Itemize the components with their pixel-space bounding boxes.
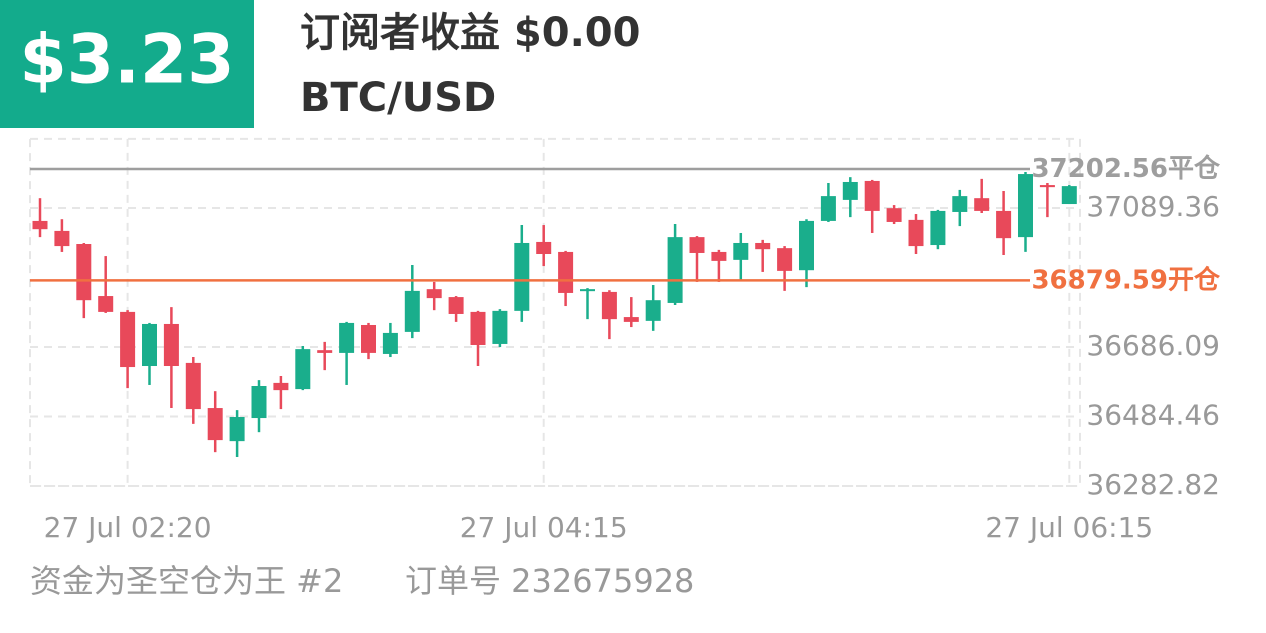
candle-body	[404, 290, 420, 332]
candle-body	[996, 210, 1012, 239]
candle-body	[514, 242, 530, 311]
candle-body	[842, 181, 858, 200]
y-tick-label: 37089.36	[1086, 190, 1220, 223]
y-tick-label: 36686.09	[1086, 329, 1220, 362]
candle-body	[142, 323, 157, 367]
subscriber-profit: 订阅者收益 $0.00	[300, 10, 640, 56]
candle-body	[580, 289, 595, 292]
profit: $3.23	[19, 21, 234, 100]
candle-body	[339, 322, 355, 353]
candle-body	[908, 219, 924, 247]
candle-body	[382, 332, 398, 354]
candle-body	[185, 362, 201, 410]
candle-body	[667, 237, 683, 303]
candle-body	[601, 291, 617, 320]
candle-body	[886, 208, 902, 222]
candle-body	[558, 251, 574, 293]
candle-body	[952, 196, 968, 212]
order-number: 订单号 232675928	[405, 562, 694, 600]
chart: 36282.82 36484.46 36686.09 37089.36 27 Jul 0…	[29, 137, 1221, 544]
candle-body	[361, 324, 376, 353]
x-tick-label: 27 Jul 04:15	[460, 511, 628, 544]
y-tick-label: 36484.46	[1086, 399, 1220, 432]
candle-body	[76, 244, 92, 301]
candle-body	[755, 242, 771, 250]
candle-body	[448, 297, 464, 314]
candle-body	[733, 242, 749, 260]
candle-body	[32, 220, 48, 230]
x-tick-label: 27 Jul 06:15	[985, 511, 1153, 544]
candle-body	[426, 289, 442, 299]
candle-body	[317, 350, 333, 353]
candle-body	[864, 180, 880, 211]
symbol: BTC/USD	[300, 75, 496, 121]
candle-body	[799, 220, 814, 271]
line-tag: 开仓	[1168, 264, 1221, 295]
candle-body	[120, 311, 136, 368]
line-price: 36879.59	[1031, 265, 1168, 295]
candle-body	[1039, 185, 1055, 188]
candle-body	[536, 241, 552, 255]
candle-body	[251, 385, 267, 419]
candle-body	[974, 198, 990, 211]
candle-body	[295, 349, 311, 390]
candle-body	[207, 408, 223, 441]
candle-body	[777, 248, 793, 271]
open-line-label: 36879.59开仓	[1031, 264, 1221, 295]
candle-body	[98, 296, 114, 312]
candle-body	[930, 210, 946, 246]
candle-body	[470, 311, 486, 345]
x-tick-label: 27 Jul 02:20	[44, 511, 212, 544]
candle-body	[820, 196, 836, 221]
candle-body	[645, 300, 661, 321]
candle-body	[273, 382, 289, 391]
candle-body	[229, 417, 245, 442]
candle-body	[492, 310, 508, 344]
y-tick-label: 36282.82	[1086, 468, 1220, 501]
profit-box	[0, 0, 254, 128]
candle-body	[1018, 174, 1033, 238]
candle-body	[54, 230, 70, 247]
line-tag: 平仓	[1168, 153, 1221, 184]
candle-body	[711, 251, 727, 261]
candle-body	[1061, 186, 1077, 205]
close-line-label: 37202.56平仓	[1031, 153, 1221, 184]
candle-body	[163, 323, 179, 367]
candle-body	[689, 237, 705, 253]
plot-frame	[29, 137, 1081, 487]
candle-body	[623, 317, 639, 322]
signal-name: 资金为圣空仓为王 #2	[30, 562, 343, 600]
line-price: 37202.56	[1031, 154, 1168, 184]
